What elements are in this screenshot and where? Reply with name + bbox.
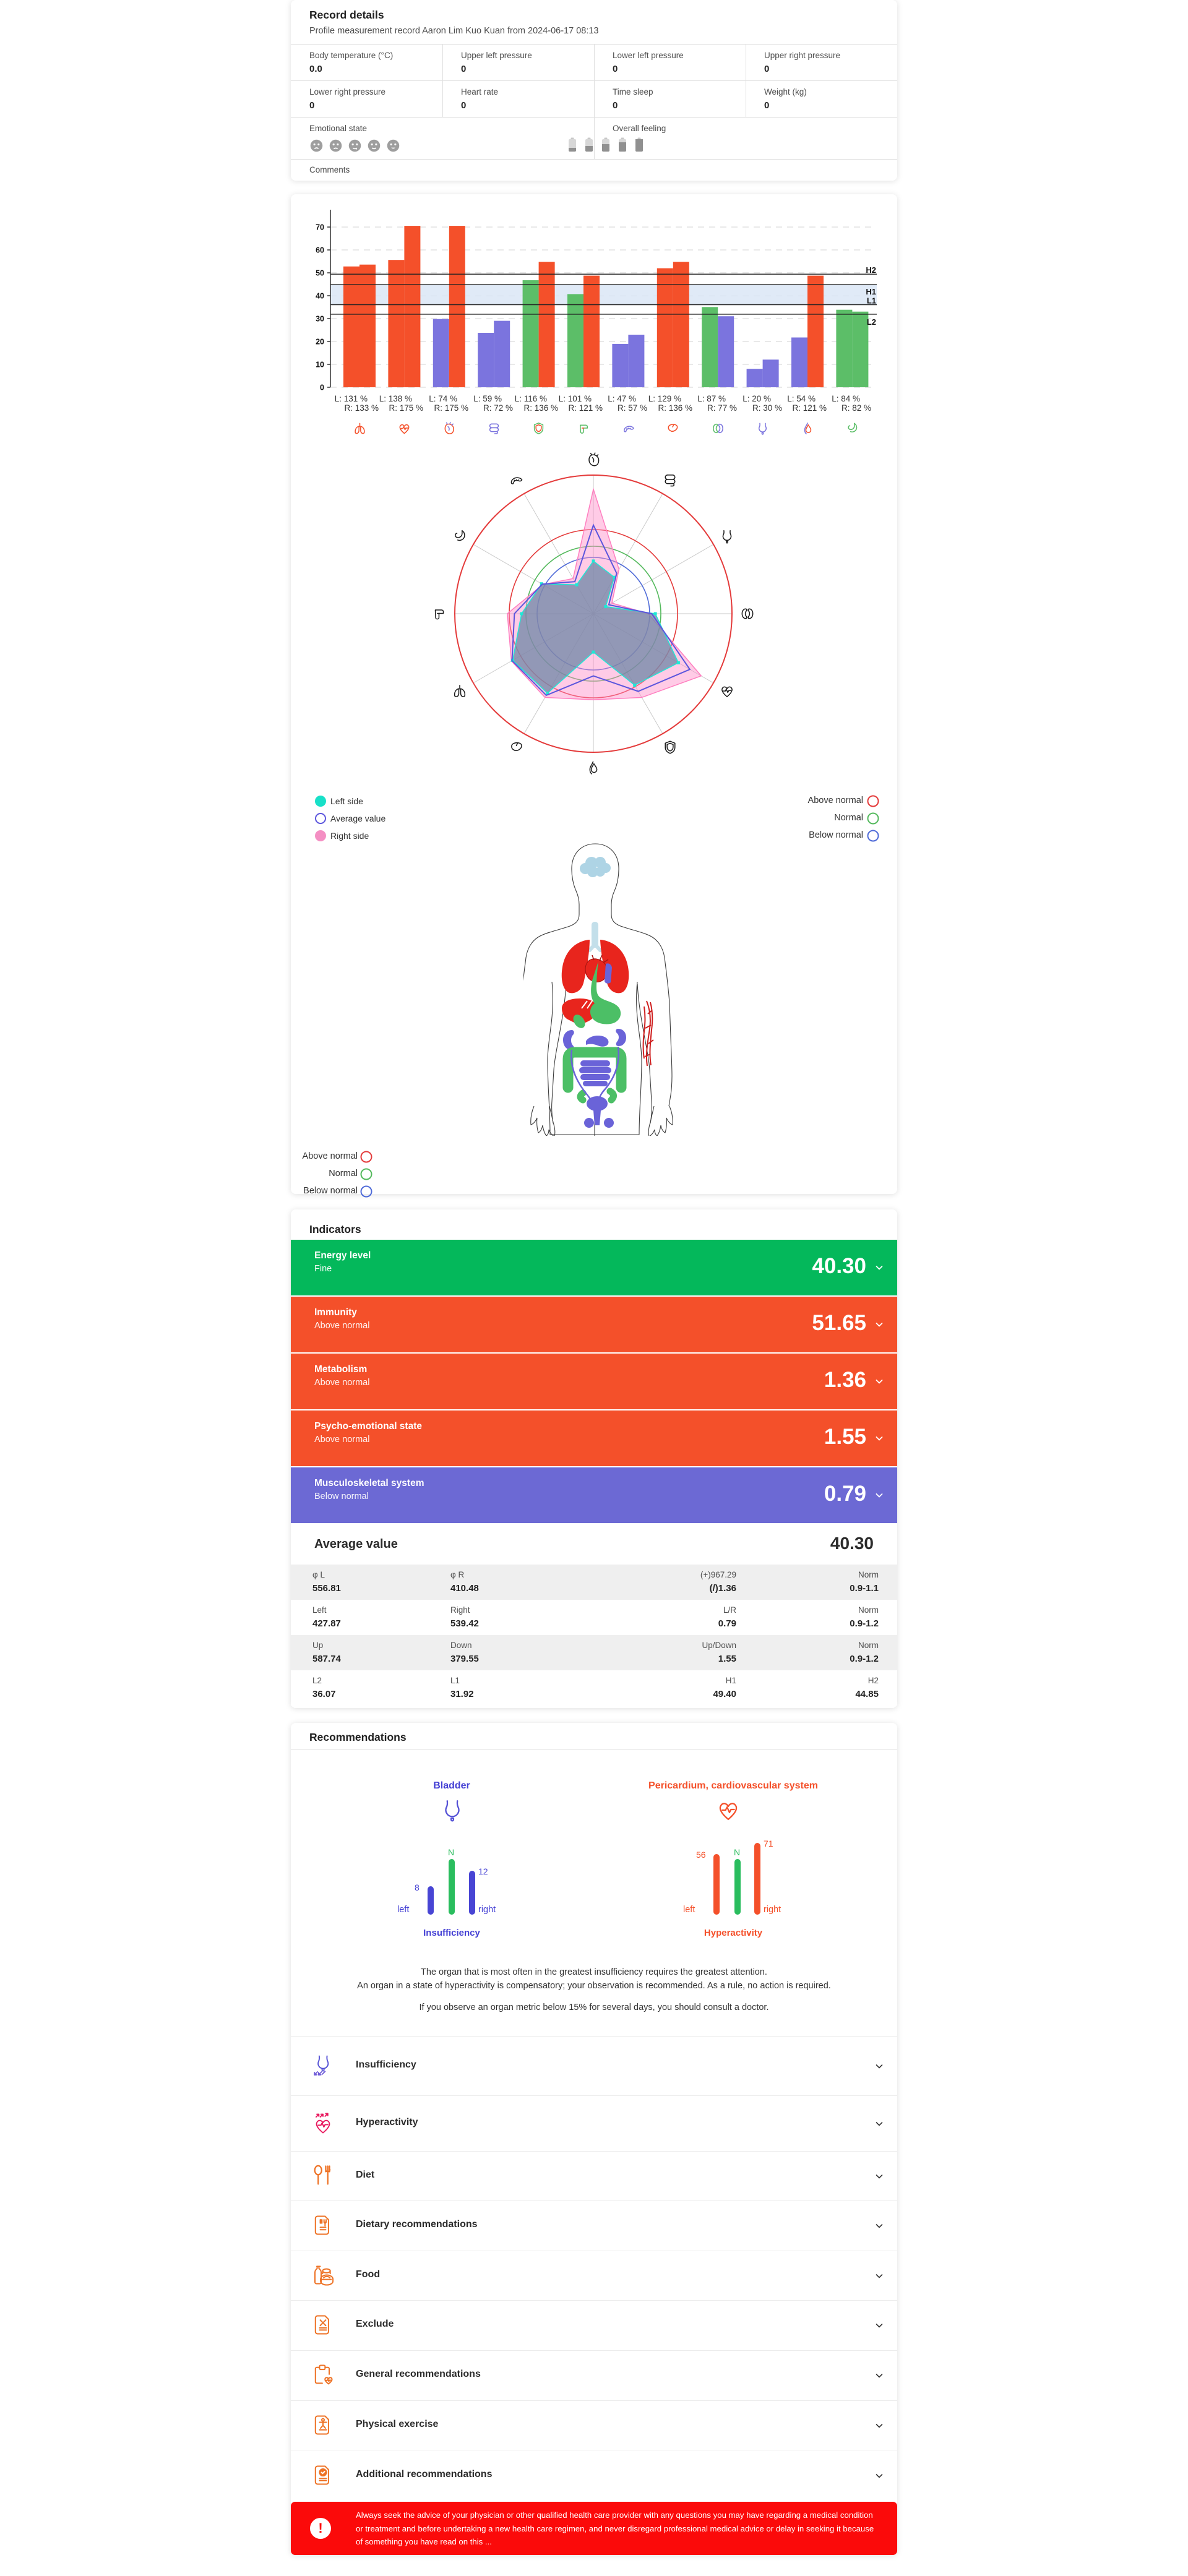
svg-text:L: 87 %: L: 87 % bbox=[697, 394, 726, 403]
svg-text:L: 116 %: L: 116 % bbox=[515, 394, 547, 403]
svg-text:40: 40 bbox=[316, 292, 324, 301]
svg-text:L: 47 %: L: 47 % bbox=[608, 394, 636, 403]
svg-text:R: 133 %: R: 133 % bbox=[344, 403, 379, 413]
svg-text:R: 72 %: R: 72 % bbox=[483, 403, 513, 413]
svg-text:R: 121 %: R: 121 % bbox=[568, 403, 603, 413]
svg-text:R: 57 %: R: 57 % bbox=[618, 403, 647, 413]
svg-text:H1: H1 bbox=[866, 287, 876, 296]
svg-text:H2: H2 bbox=[866, 265, 876, 275]
svg-text:L: 74 %: L: 74 % bbox=[429, 394, 457, 403]
svg-text:L2: L2 bbox=[867, 317, 876, 327]
svg-text:L: 84 %: L: 84 % bbox=[832, 394, 860, 403]
svg-text:L: 54 %: L: 54 % bbox=[787, 394, 816, 403]
svg-text:R: 175 %: R: 175 % bbox=[389, 403, 423, 413]
svg-text:R: 30 %: R: 30 % bbox=[752, 403, 782, 413]
svg-text:R: 175 %: R: 175 % bbox=[434, 403, 468, 413]
svg-text:L: 59 %: L: 59 % bbox=[473, 394, 502, 403]
svg-text:R: 136 %: R: 136 % bbox=[523, 403, 558, 413]
svg-text:20: 20 bbox=[316, 338, 324, 346]
svg-text:R: 82 %: R: 82 % bbox=[842, 403, 871, 413]
svg-text:L: 138 %: L: 138 % bbox=[379, 394, 412, 403]
svg-text:L: 129 %: L: 129 % bbox=[648, 394, 681, 403]
svg-text:R: 121 %: R: 121 % bbox=[792, 403, 827, 413]
svg-text:L1: L1 bbox=[867, 296, 876, 306]
svg-text:30: 30 bbox=[316, 315, 324, 324]
svg-text:0: 0 bbox=[320, 384, 324, 392]
svg-text:R: 77 %: R: 77 % bbox=[707, 403, 737, 413]
svg-text:L: 131 %: L: 131 % bbox=[335, 394, 368, 403]
svg-text:R: 136 %: R: 136 % bbox=[658, 403, 692, 413]
svg-text:60: 60 bbox=[316, 246, 324, 255]
svg-text:10: 10 bbox=[316, 361, 324, 369]
svg-text:50: 50 bbox=[316, 269, 324, 278]
svg-text:L: 20 %: L: 20 % bbox=[742, 394, 771, 403]
svg-text:70: 70 bbox=[316, 223, 324, 232]
svg-text:L: 101 %: L: 101 % bbox=[559, 394, 592, 403]
